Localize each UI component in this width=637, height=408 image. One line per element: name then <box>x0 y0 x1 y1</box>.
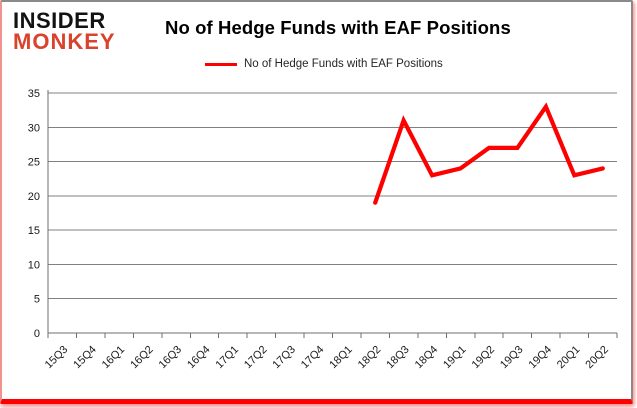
x-axis-tick-label: 17Q2 <box>242 344 270 372</box>
y-axis-tick-label: 20 <box>28 191 40 203</box>
x-axis-tick-label: 18Q2 <box>356 344 384 372</box>
x-axis-tick-label: 19Q4 <box>526 344 554 372</box>
y-axis-tick-label: 0 <box>34 328 40 340</box>
y-axis-tick-label: 15 <box>28 225 40 237</box>
x-axis-tick-label: 17Q3 <box>270 344 298 372</box>
chart-title: No of Hedge Funds with EAF Positions <box>165 17 511 38</box>
series-line <box>373 102 605 205</box>
x-axis-tick-label: 16Q1 <box>100 344 128 372</box>
x-axis-tick-label: 16Q2 <box>128 344 156 372</box>
x-axis-tick-label: 19Q3 <box>498 344 526 372</box>
x-axis-tick-label: 20Q1 <box>555 344 583 372</box>
x-axis-tick-label: 18Q4 <box>413 344 441 372</box>
x-axis-tick-label: 17Q1 <box>213 344 241 372</box>
x-axis-tick-label: 15Q4 <box>71 344 99 372</box>
x-axis-tick-label: 16Q3 <box>157 344 185 372</box>
legend-line-swatch <box>205 62 237 66</box>
x-axis-tick-label: 19Q2 <box>470 344 498 372</box>
y-axis-tick-label: 5 <box>34 294 40 306</box>
x-axis-tick-label: 20Q2 <box>583 344 611 372</box>
y-axis-tick-label: 30 <box>28 122 40 134</box>
logo-text-monkey: MONKEY <box>13 28 116 54</box>
legend-label: No of Hedge Funds with EAF Positions <box>244 58 443 70</box>
x-axis-tick-label: 19Q1 <box>441 344 469 372</box>
x-axis-tick-label: 18Q1 <box>327 344 355 372</box>
y-axis-tick-label: 35 <box>28 88 40 100</box>
x-axis-tick-label: 17Q4 <box>299 344 327 372</box>
logo-text-insider: INSIDER <box>13 8 106 33</box>
x-axis-tick-label: 16Q4 <box>185 344 213 372</box>
legend: No of Hedge Funds with EAF Positions <box>205 58 443 70</box>
y-axis-tick-label: 10 <box>28 259 40 271</box>
x-axis-tick-label: 18Q3 <box>384 344 412 372</box>
insider-monkey-logo: INSIDER MONKEY <box>13 8 116 54</box>
y-axis-tick-label: 25 <box>28 157 40 169</box>
x-axis-tick-label: 15Q3 <box>43 344 71 372</box>
